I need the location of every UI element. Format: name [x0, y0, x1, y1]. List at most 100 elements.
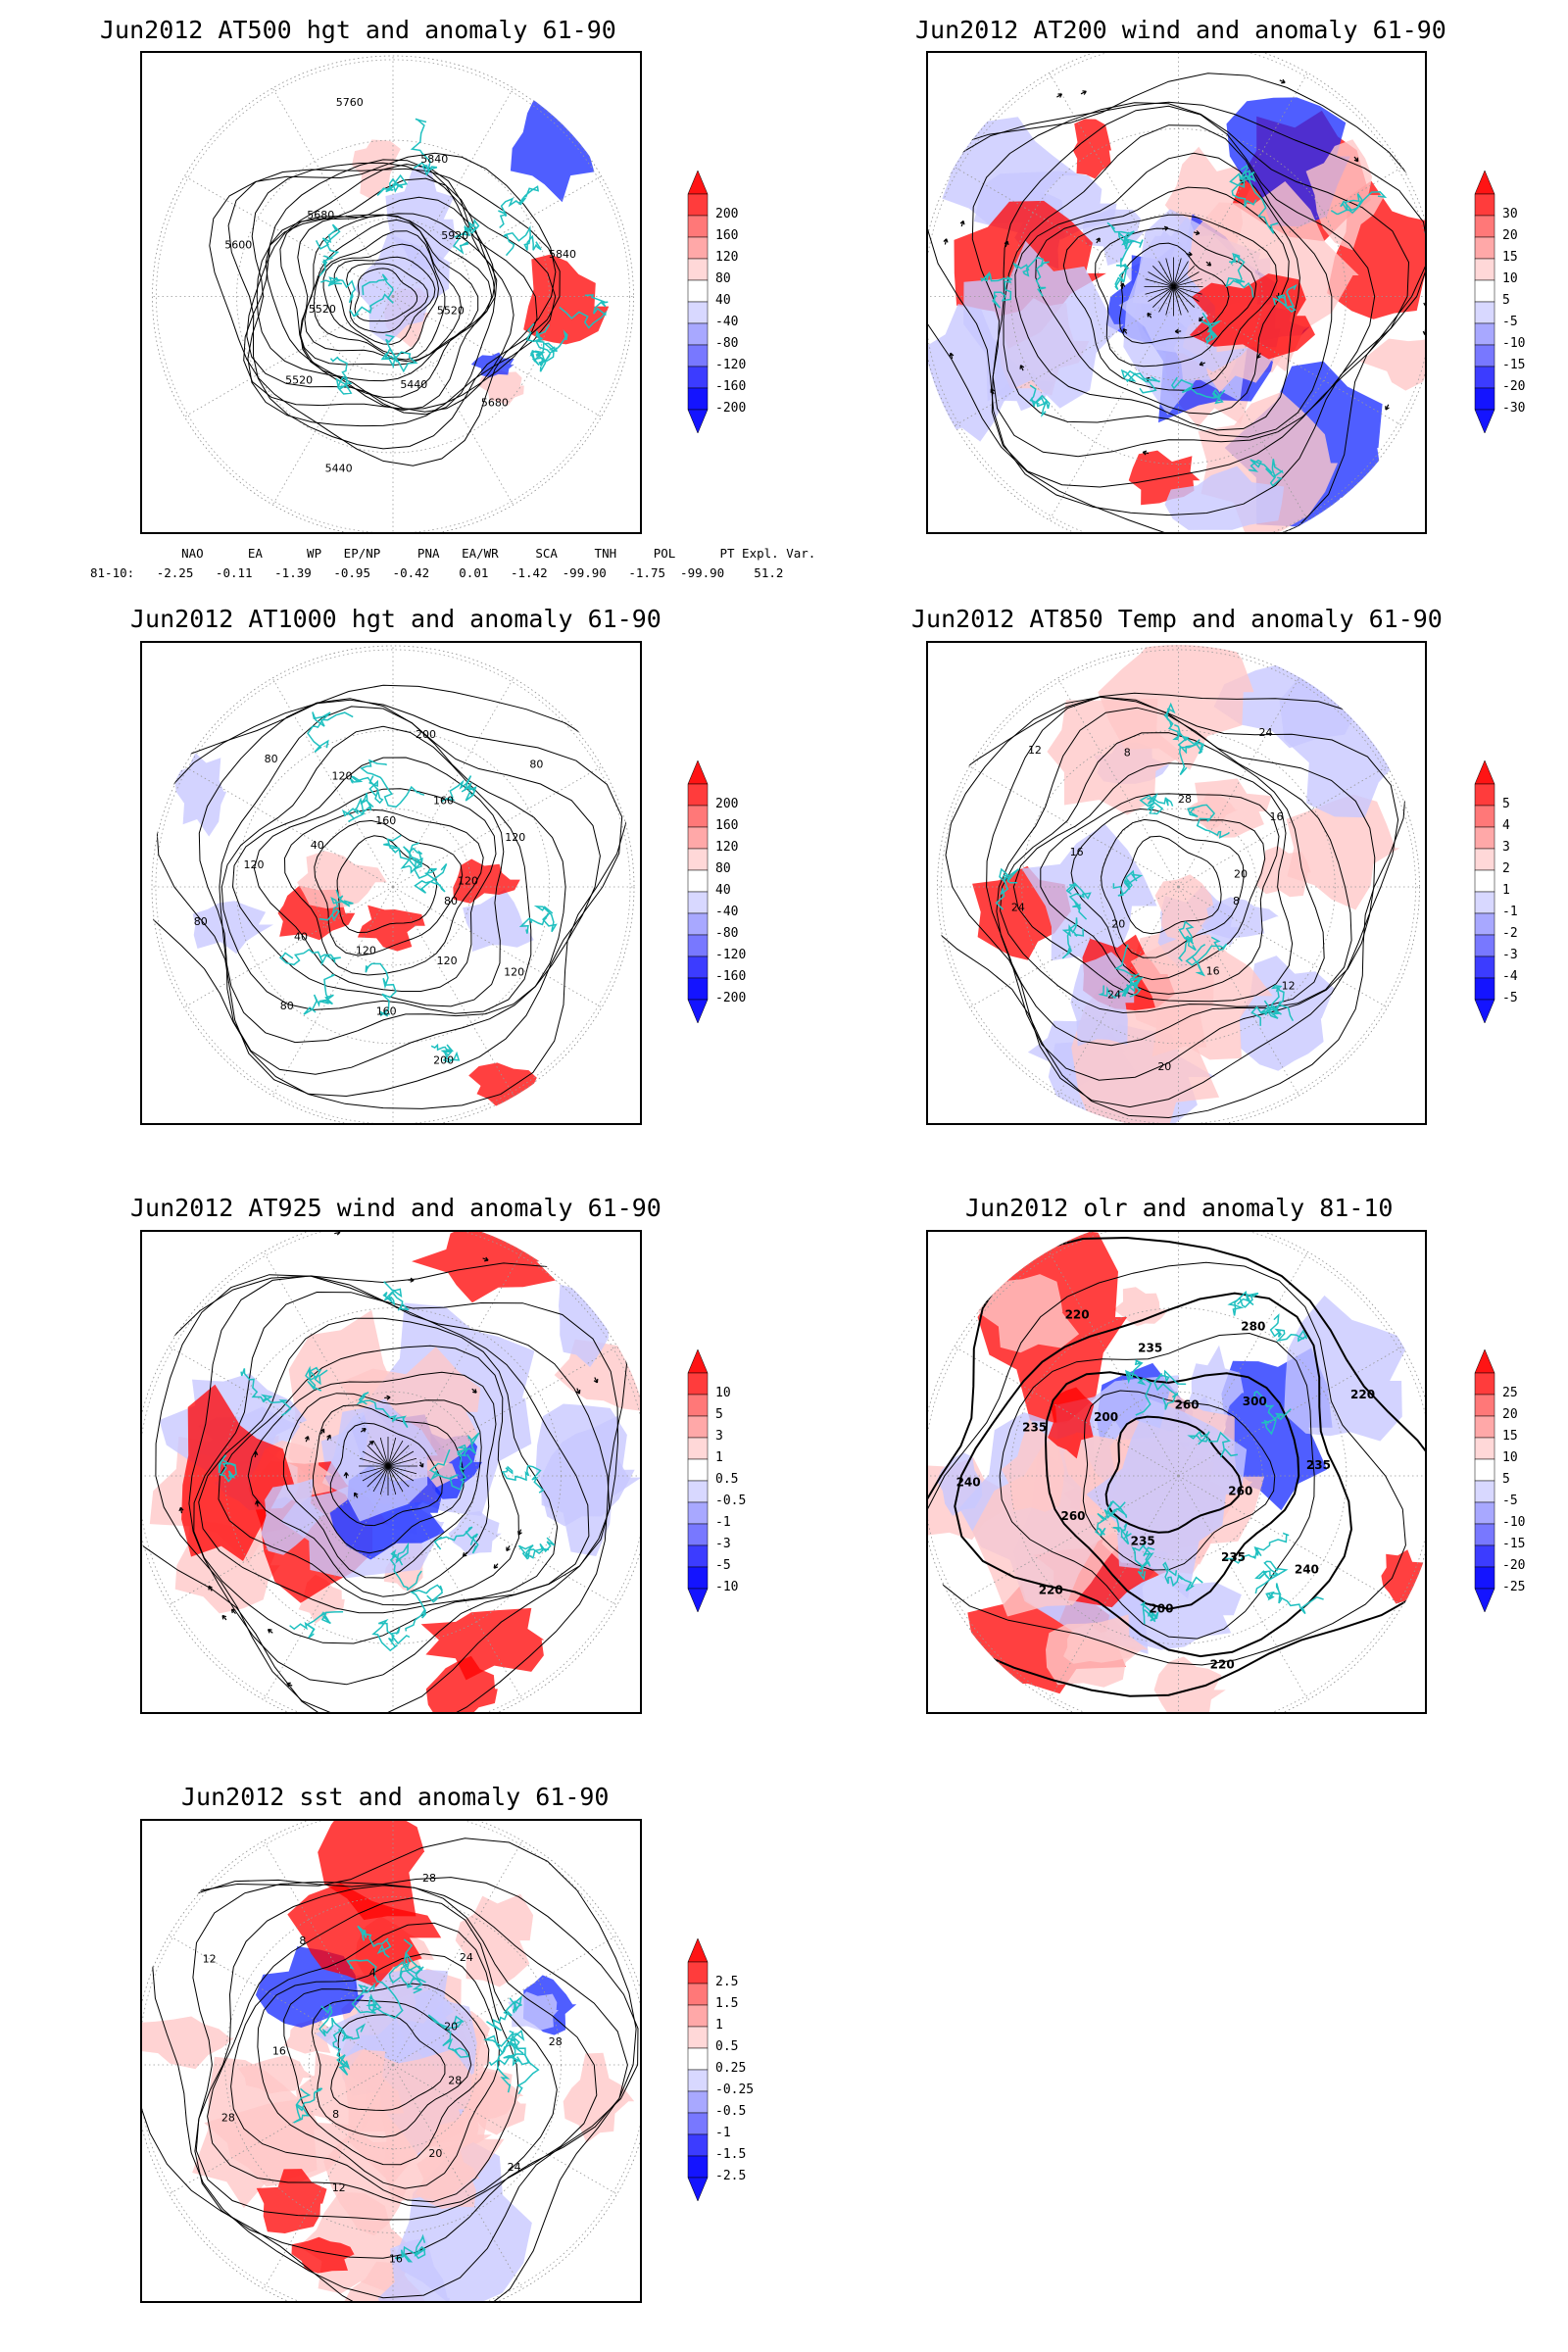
contour-line [142, 1262, 628, 1712]
streamline [387, 1465, 404, 1493]
wind-arrow [506, 1545, 511, 1552]
colorbar-tick-label: 5 [715, 1407, 723, 1422]
contour-line [188, 1275, 611, 1686]
contour-label: 220 [1210, 1657, 1235, 1671]
colorbar-tick-label: 0.25 [715, 2061, 747, 2076]
contour-label: 120 [437, 955, 458, 967]
colorbar-segment [687, 279, 709, 303]
wind-arrow [360, 1427, 367, 1433]
meridian [392, 1346, 618, 1477]
coastline [1187, 804, 1230, 839]
wind-arrow [221, 1614, 227, 1621]
colorbar-segment [1474, 912, 1495, 936]
colorbar-tick-label: 10 [715, 1386, 731, 1400]
anomaly-area [1360, 335, 1425, 391]
colorbar-segment [687, 977, 709, 1001]
contour-line [253, 788, 497, 992]
colorbar-tick-label: 1 [715, 2018, 723, 2033]
coastline [320, 276, 356, 304]
colorbar-tick-label: 3 [1502, 840, 1510, 855]
wind-arrow [949, 352, 955, 360]
colorbar-tick-label: -1 [715, 1515, 731, 1530]
colorbar-tick-label: -80 [715, 336, 739, 351]
streamline [387, 1440, 404, 1467]
streamline [1165, 286, 1174, 316]
colorbar-olr: 25 20 15 10 5 -5 -10 -15 -20 -25 [1473, 1348, 1525, 1632]
meridian [392, 1475, 618, 1606]
colorbar-tick-label: 1 [715, 1450, 723, 1465]
meridian [1178, 1346, 1404, 1477]
colorbar-segment [1474, 258, 1495, 281]
wind-arrow [408, 1277, 415, 1283]
coastline [427, 2014, 470, 2058]
contour-label: 28 [448, 2075, 462, 2087]
wind-arrow [990, 388, 996, 395]
wind-arrow [1279, 78, 1286, 84]
anomaly-area [1086, 1398, 1248, 1599]
colorbar-segment [687, 805, 709, 828]
contour-line [333, 256, 436, 345]
contour-label: 5680 [307, 209, 334, 221]
colorbar-segment [1474, 1523, 1495, 1546]
contour-label: 8 [299, 1935, 306, 1947]
contour-label: 5680 [481, 397, 509, 410]
wind-arrow [1019, 365, 1025, 371]
colorbar-segment [687, 2133, 709, 2157]
colorbar-top-arrow [687, 1937, 709, 1963]
wind-arrow [1080, 90, 1087, 95]
colorbar-tick-label: -5 [1502, 315, 1518, 329]
contour-label: 24 [1011, 902, 1025, 914]
colorbar-tick-label: 0.5 [715, 2039, 739, 2054]
contour-line [282, 1393, 482, 1579]
colorbar-segment [1474, 783, 1495, 807]
coastline [1170, 376, 1226, 405]
contour-line [247, 1371, 497, 1597]
contour-label: 160 [376, 1005, 397, 1018]
colorbar-tick-label: 80 [715, 861, 731, 876]
contour-label: 16 [389, 2252, 403, 2265]
hemisphere-boundary [152, 55, 634, 532]
coastline [1185, 936, 1228, 977]
coastline [456, 1432, 480, 1467]
contour-line [354, 268, 418, 322]
anomaly-area [1284, 1295, 1410, 1442]
panel-title-sst: Jun2012 sst and anomaly 61-90 [181, 1783, 610, 1811]
wind-arrow [286, 1682, 293, 1688]
coastline [332, 2028, 353, 2076]
coastline [1224, 1532, 1290, 1564]
colorbar-segment [1474, 1480, 1495, 1503]
contour-label: 28 [221, 2111, 235, 2124]
contour-label: 5840 [549, 248, 576, 261]
contour-label: 28 [549, 2035, 563, 2048]
wind-arrow [482, 1256, 489, 1262]
contour-label: 240 [956, 1476, 981, 1490]
contour-label: 120 [332, 770, 353, 783]
contour-label: 5440 [400, 378, 427, 391]
contour-label: 20 [1157, 1060, 1171, 1073]
colorbar-segment [1474, 1458, 1495, 1482]
anomaly-area [455, 1893, 534, 1987]
wind-arrow [1385, 404, 1390, 411]
contour-line [283, 1983, 490, 2166]
contour-label: 5840 [420, 153, 448, 166]
coastline [365, 962, 397, 1017]
panel-title-at500: Jun2012 AT500 hgt and anomaly 61-90 [100, 16, 616, 44]
anomaly-area [1153, 1656, 1226, 1712]
wind-arrow [1199, 316, 1203, 322]
meridian [182, 765, 394, 888]
contour-line [219, 706, 566, 1044]
contour-line [231, 757, 505, 1007]
contour-line [1035, 186, 1290, 416]
streamline [387, 1457, 417, 1467]
contour-label: 28 [422, 1872, 436, 1885]
streamline [387, 1465, 415, 1482]
contour-line [928, 101, 1425, 516]
colorbar-tick-label: -0.25 [715, 2082, 755, 2097]
streamline [1173, 271, 1200, 287]
anomaly-area [463, 889, 534, 953]
contour-label: 80 [194, 915, 208, 928]
colorbar-swatches [687, 170, 709, 434]
colorbar-segment [687, 869, 709, 893]
contour-line [247, 162, 557, 427]
colorbar-tick-label: 40 [715, 293, 731, 308]
